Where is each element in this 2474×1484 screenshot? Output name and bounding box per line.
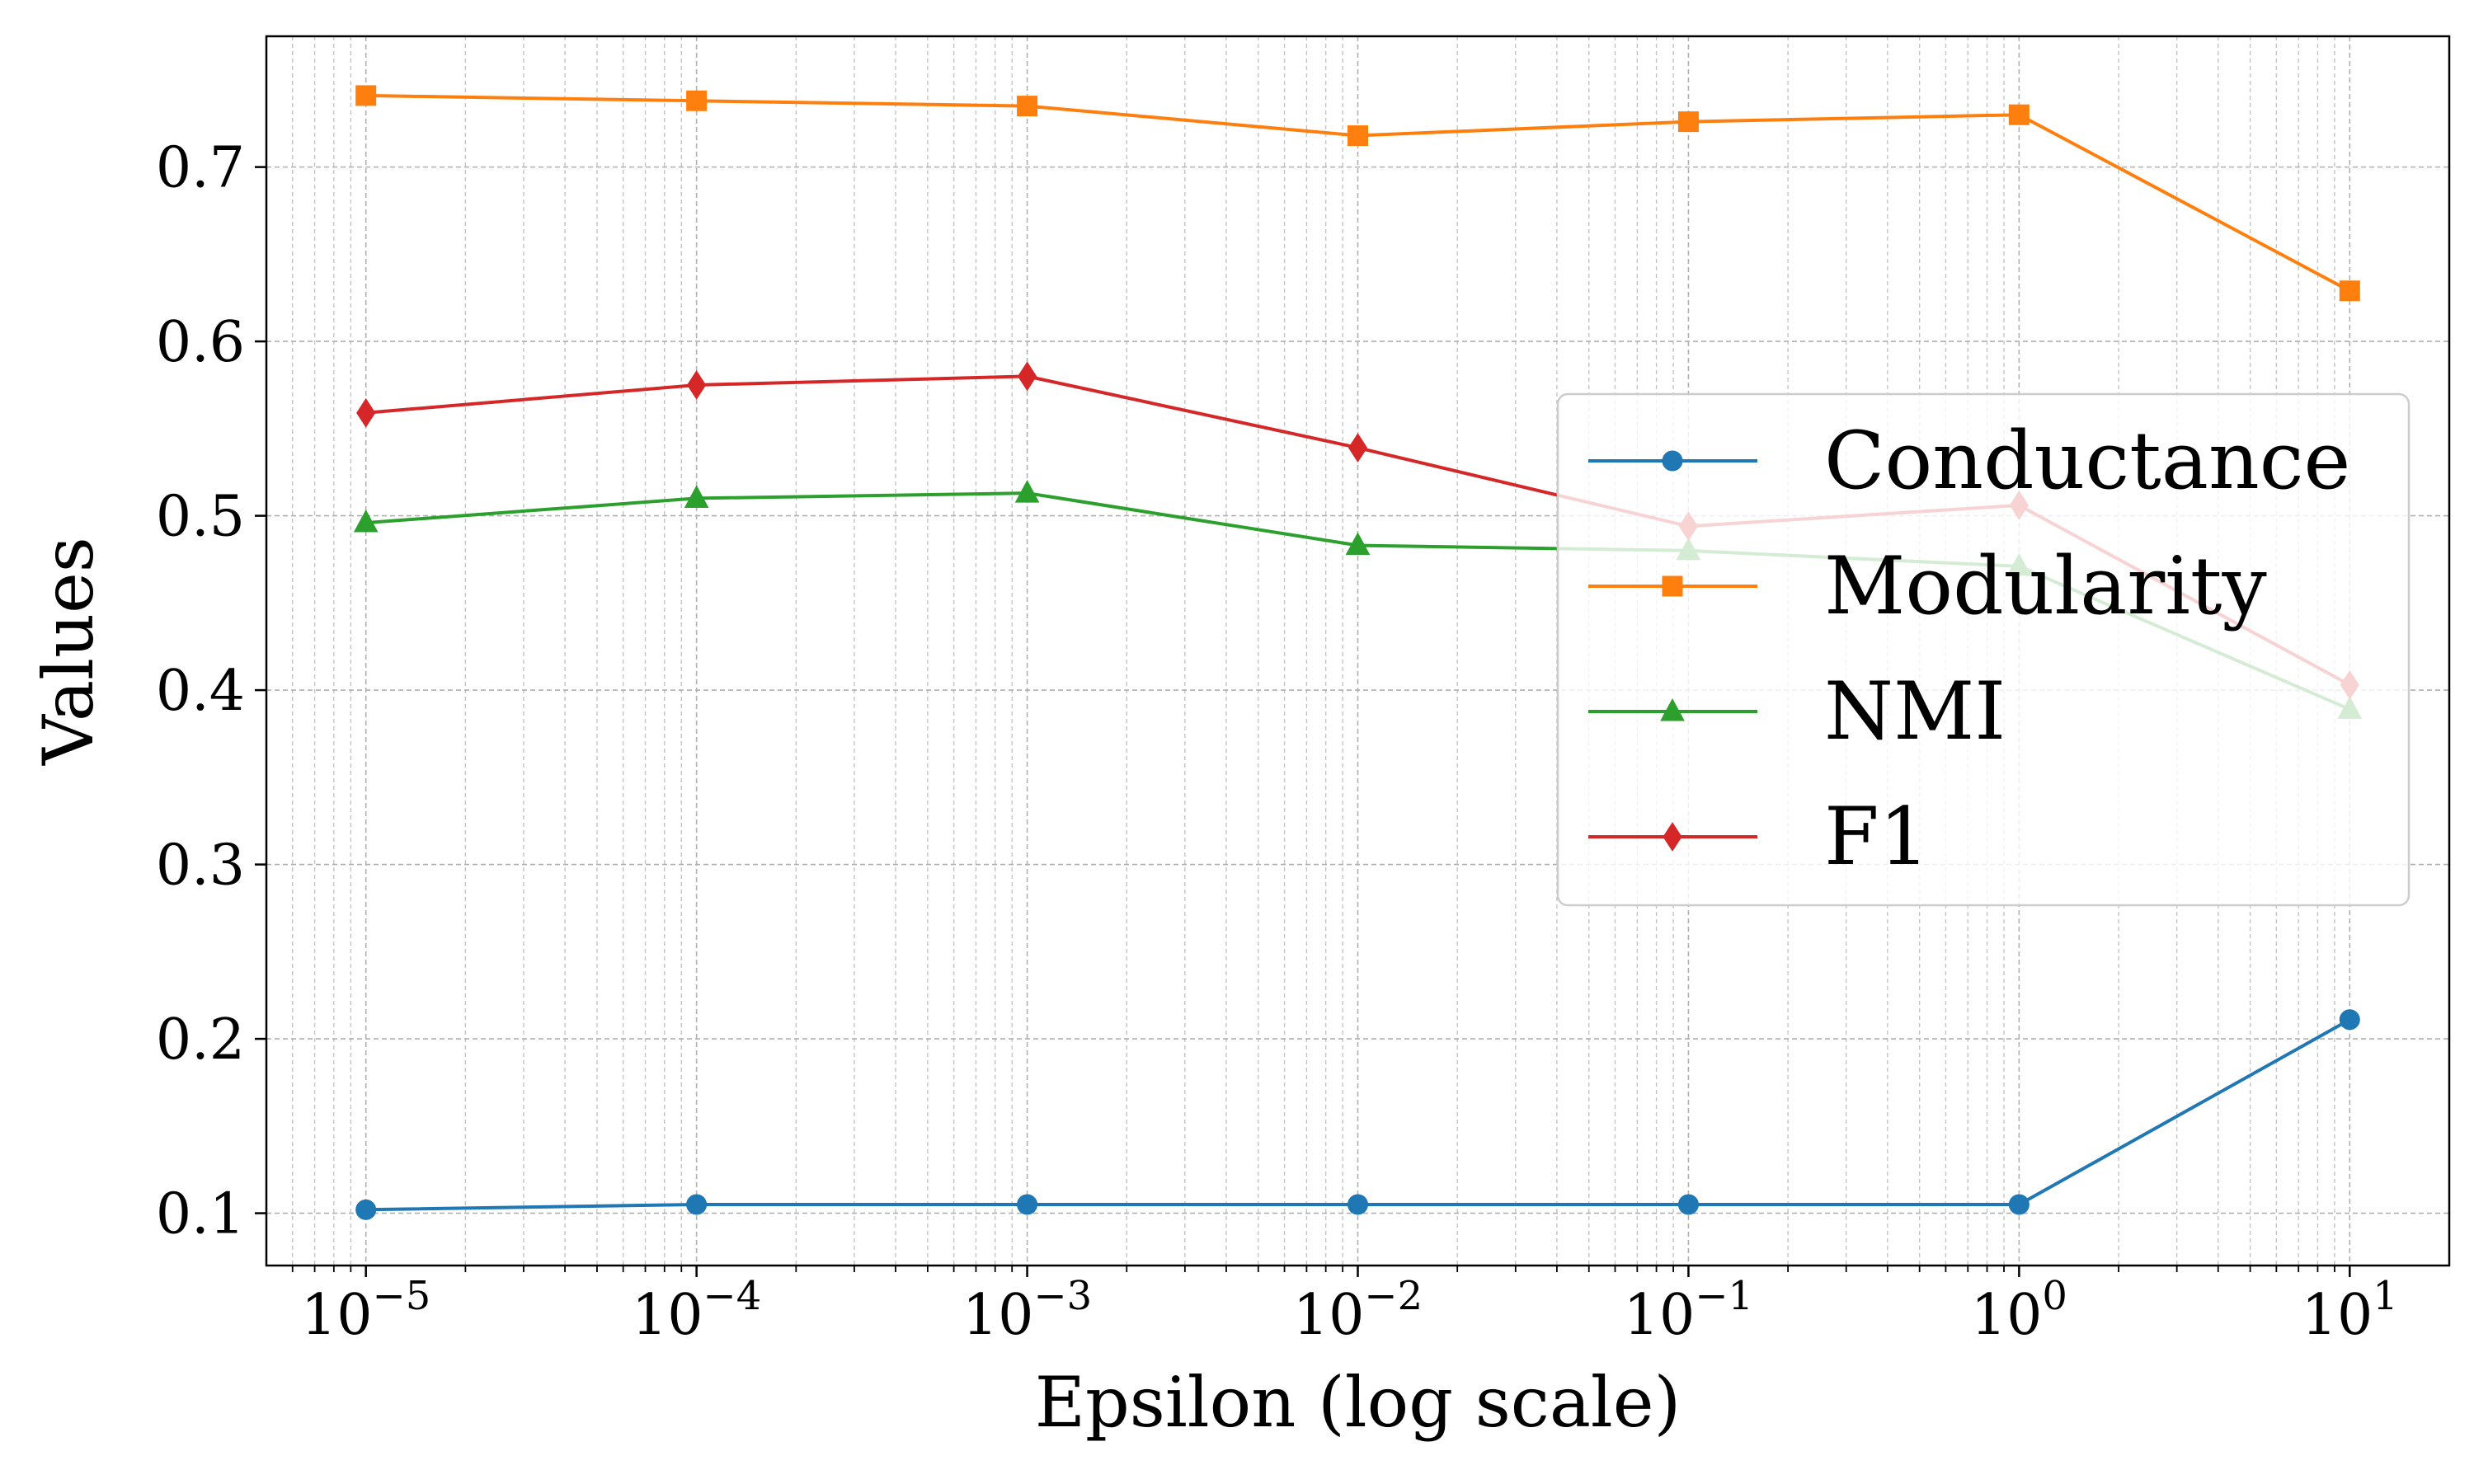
data-point-conductance — [1677, 1194, 1699, 1215]
series-conductance — [355, 1009, 2360, 1220]
legend-marker-conductance — [1662, 450, 1683, 472]
data-point-modularity — [1017, 96, 1038, 117]
x-tick-label: 10−3 — [962, 1273, 1092, 1348]
legend-item-conductance: Conductance — [1588, 415, 2350, 507]
legend-label-nmi: NMI — [1824, 665, 2006, 758]
data-point-conductance — [2008, 1194, 2030, 1215]
data-point-f1 — [356, 397, 376, 428]
x-tick-label: 100 — [1971, 1273, 2067, 1348]
data-point-f1 — [1348, 433, 1368, 463]
series-modularity — [355, 85, 2360, 302]
legend-marker-f1 — [1663, 822, 1682, 852]
data-point-conductance — [1017, 1194, 1038, 1215]
legend-marker-nmi — [1660, 697, 1685, 721]
legend-item-f1: F1 — [1588, 791, 1930, 883]
axis-ticks: 0.1 0.2 0.3 0.4 0.5 0.6 0.7 10−5 10−4 10−3 10−2 10−… — [156, 136, 2398, 1348]
data-point-nmi — [1014, 480, 1040, 503]
x-tick-label: 101 — [2302, 1273, 2398, 1348]
y-tick-label: 0.3 — [156, 834, 245, 899]
x-tick-label: 10−2 — [1293, 1273, 1423, 1348]
y-axis-title: Values — [28, 537, 109, 766]
data-point-modularity — [686, 90, 708, 111]
x-tick-label: 10−5 — [301, 1273, 430, 1348]
data-point-conductance — [2339, 1009, 2360, 1031]
y-tick-label: 0.1 — [156, 1182, 245, 1247]
data-point-nmi — [353, 510, 379, 533]
legend-label-f1: F1 — [1824, 791, 1930, 883]
data-point-modularity — [2339, 280, 2360, 302]
y-tick-label: 0.7 — [156, 136, 245, 201]
data-point-nmi — [1345, 532, 1371, 556]
data-point-conductance — [1348, 1194, 1368, 1215]
legend-item-modularity: Modularity — [1588, 540, 2267, 632]
y-tick-label: 0.4 — [156, 659, 245, 724]
legend-item-nmi: NMI — [1588, 665, 2006, 758]
data-point-modularity — [1348, 125, 1368, 147]
grid-lines — [266, 36, 2449, 1266]
data-point-modularity — [2008, 104, 2030, 125]
data-point-conductance — [355, 1199, 377, 1220]
data-point-f1 — [687, 370, 707, 400]
y-tick-label: 0.2 — [156, 1007, 245, 1073]
x-tick-label: 10−4 — [632, 1273, 761, 1348]
series-line-conductance — [365, 1018, 2351, 1212]
legend-marker-modularity — [1662, 575, 1683, 597]
legend: Conductance Modularity NMI F1 — [1556, 392, 2411, 907]
data-point-conductance — [686, 1194, 708, 1215]
x-tick-label: 10−1 — [1624, 1273, 1753, 1348]
y-tick-label: 0.5 — [156, 485, 245, 550]
legend-box — [1556, 392, 2411, 907]
x-axis-title: Epsilon (log scale) — [1035, 1362, 1681, 1443]
y-tick-label: 0.6 — [156, 310, 245, 375]
data-point-modularity — [355, 85, 377, 106]
data-point-f1 — [1017, 361, 1037, 392]
data-point-modularity — [1677, 111, 1699, 133]
legend-label-conductance: Conductance — [1824, 415, 2350, 507]
data-point-nmi — [684, 485, 709, 508]
legend-label-modularity: Modularity — [1824, 540, 2267, 632]
